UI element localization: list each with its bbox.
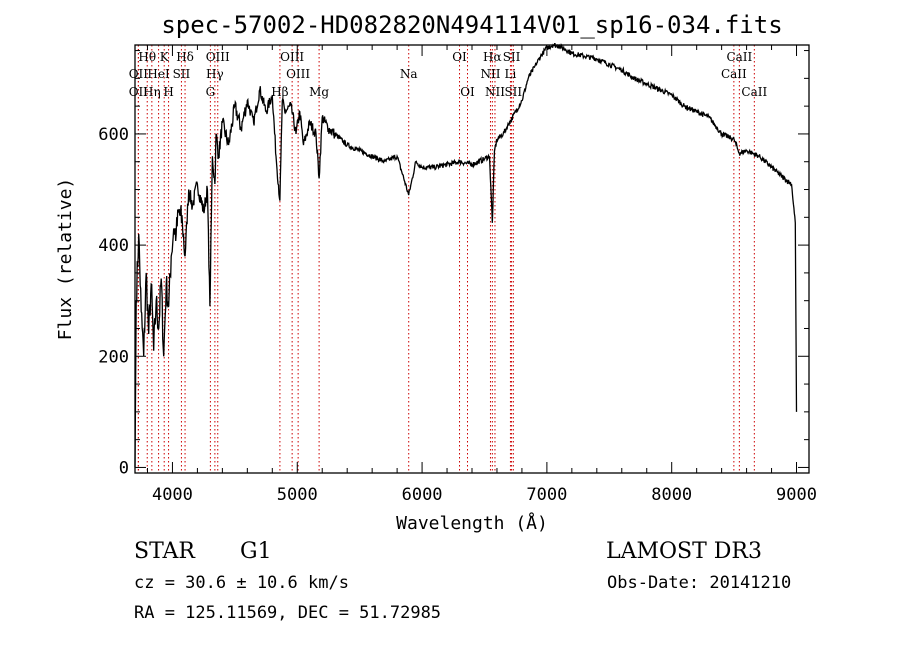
axis-ticks: 4000 5000 6000 7000 8000 9000 0 200 400 600	[98, 45, 817, 505]
y-tick-label: 400	[98, 236, 129, 256]
spectral-line-label: Hα	[483, 50, 502, 64]
obs-date: Obs-Date: 20141210	[607, 573, 792, 593]
x-tick-label: 6000	[402, 485, 443, 505]
spectral-line-label: CaII	[741, 85, 767, 99]
spectral-line-label: Li	[505, 67, 517, 81]
spectral-line-label: Hη	[143, 85, 161, 99]
spectral-line-label: Na	[400, 67, 418, 81]
x-tick-label: 8000	[651, 485, 692, 505]
spectral-line-label: HeI	[147, 67, 170, 81]
x-tick-label: 5000	[277, 485, 318, 505]
spectral-line-label: OIII	[206, 50, 230, 64]
spectral-line-label: Hβ	[271, 85, 288, 99]
spectral-line-label: OI	[452, 50, 467, 64]
spectral-line-label: SII	[504, 85, 522, 99]
y-tick-label: 0	[119, 458, 129, 478]
spectral-line-label: Hθ	[138, 50, 156, 64]
spectral-line-label: CaII	[721, 67, 747, 81]
x-tick-label: 7000	[526, 485, 567, 505]
spectral-line-label: K	[160, 50, 170, 64]
y-tick-label: 600	[98, 125, 129, 145]
spectral-line-label: NII	[485, 85, 505, 99]
chart-title: spec-57002-HD082820N494114V01_sp16-034.f…	[161, 11, 782, 39]
spectral-line-label: H	[163, 85, 173, 99]
y-axis-label: Flux (relative)	[55, 178, 76, 341]
x-tick-label: 4000	[152, 485, 193, 505]
redshift-text: cz = 30.6 ± 10.6 km/s	[134, 573, 349, 593]
spectral-line-label: OI	[460, 85, 475, 99]
x-tick-label: 9000	[776, 485, 817, 505]
spectral-line-label: G	[206, 85, 216, 99]
spectral-line-label: Hδ	[176, 50, 194, 64]
spectral-line-label: OII	[129, 67, 149, 81]
spectral-line-label: OIII	[286, 67, 310, 81]
flux-series-line	[134, 43, 798, 468]
y-tick-label: 200	[98, 347, 129, 367]
survey-label: LAMOST DR3	[606, 539, 762, 564]
spectral-line-label: SII	[173, 67, 191, 81]
spectral-line-markers	[137, 45, 755, 473]
spectral-line-label: CaII	[726, 50, 752, 64]
spectral-line-label: Hγ	[206, 67, 224, 81]
spectral-line-label: NII	[480, 67, 500, 81]
spectral-line-label: Mg	[309, 85, 329, 99]
spectral-line-label: OIII	[280, 50, 304, 64]
spectral-line-label: OII	[129, 85, 149, 99]
spectral-line-label: SII	[503, 50, 521, 64]
object-type: STAR	[134, 539, 195, 564]
subclass: G1	[240, 539, 272, 564]
coordinates: RA = 125.11569, DEC = 51.72985	[134, 603, 442, 623]
x-axis-label: Wavelength (Å)	[396, 512, 548, 534]
